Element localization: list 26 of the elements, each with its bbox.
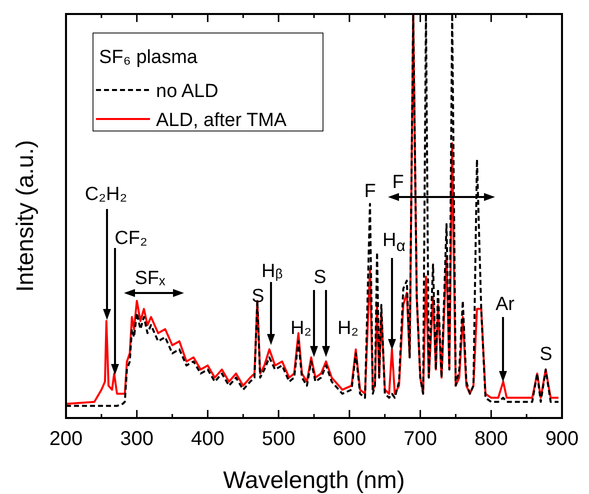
legend-title: SF₆ plasma [99,47,198,68]
legend-label: ALD, after TMA [156,110,287,131]
annotation: C₂H₂ [84,184,128,205]
legend-label: no ALD [156,81,218,102]
annotation: Hᵦ [261,261,283,282]
annotation: H₂ [337,318,359,339]
x-tick-label: 500 [262,428,296,450]
x-tick-label: 300 [120,428,154,450]
annotation: F [392,172,404,193]
x-tick-label: 700 [404,428,437,450]
annotation: H₂ [290,318,312,339]
x-tick-label: 800 [474,428,508,450]
annotation: H$_{α}$ [382,230,406,257]
annotation: S [540,344,552,365]
annotation: CF₂ [114,228,148,249]
y-axis-title: Intensity (a.u.) [12,140,39,292]
x-tick-label: 600 [332,428,366,450]
x-tick-label: 400 [191,428,224,450]
x-tick-label: 200 [49,428,83,450]
x-axis-title: Wavelength (nm) [223,467,405,494]
x-tick-label: 900 [545,428,579,450]
annotation: S [314,267,326,288]
annotation: SFₓ [134,268,166,289]
annotation: S [252,286,264,307]
annotation: F [364,181,376,202]
annotation: Ar [496,294,516,315]
